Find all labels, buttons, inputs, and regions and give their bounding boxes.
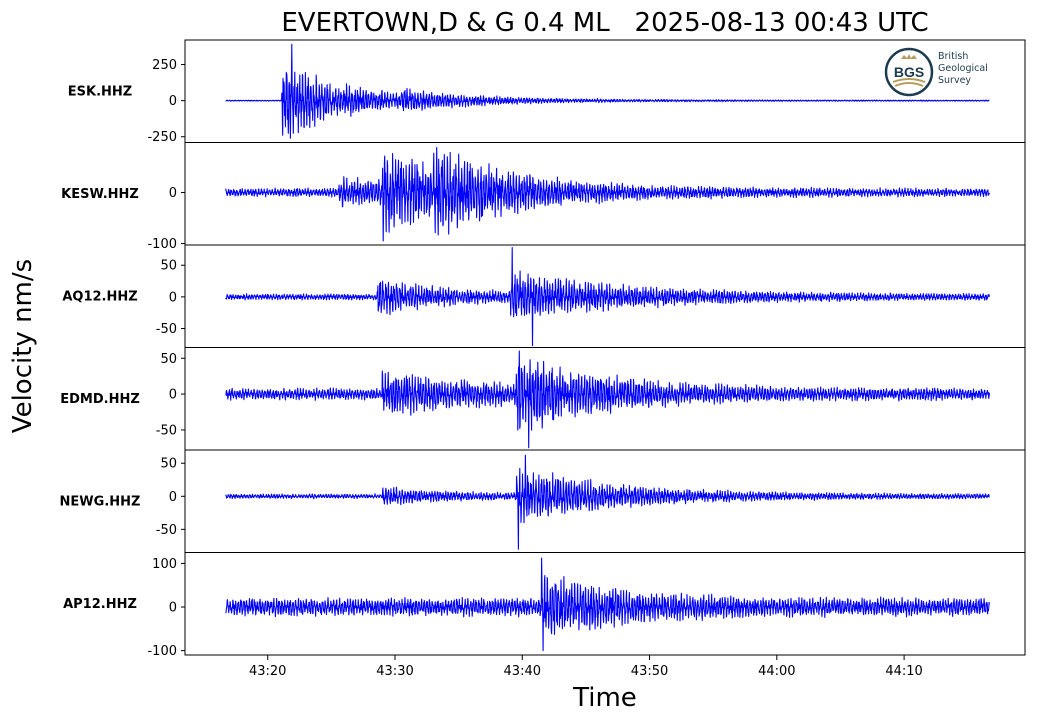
x-axis-label: Time [573,683,637,713]
chart-title: EVERTOWN,D & G 0.4 ML 2025-08-13 00:43 U… [281,8,929,38]
x-tick-label: 43:20 [249,664,286,679]
y-tick-label: 0 [169,601,177,616]
y-tick-label: -250 [147,130,177,145]
station-label: ESK.HHZ [68,84,132,99]
trace-ESK.HHZ [225,43,990,139]
logo-text-line3: Survey [938,75,972,86]
logo-initials: BGS [894,64,924,80]
x-tick-label: 43:40 [504,664,541,679]
bgs-crest-icon: BGS [884,47,934,97]
y-tick-label: 0 [169,94,177,109]
y-tick-label: -50 [156,523,177,538]
trace-AP12.HHZ [225,557,990,652]
panel-frame-4 [184,449,1026,553]
y-tick-label: 100 [152,557,177,572]
trace-NEWG.HHZ [225,454,990,550]
y-tick-label: 50 [160,457,177,472]
x-tick-label: 44:10 [885,664,922,679]
y-tick-label: 0 [169,290,177,305]
station-label: AQ12.HHZ [62,289,137,304]
x-tick-label: 43:30 [376,664,413,679]
y-tick-label: 50 [160,259,177,274]
y-tick-label: -50 [156,423,177,438]
station-label: AP12.HHZ [63,597,137,612]
y-tick-label: 0 [169,490,177,505]
station-label: EDMD.HHZ [60,392,140,407]
y-tick-label: -100 [147,644,177,659]
x-tick-label: 44:00 [758,664,795,679]
panel-frame-5 [184,552,1026,656]
trace-AQ12.HHZ [225,246,990,347]
y-tick-label: 250 [152,58,177,73]
trace-KESW.HHZ [225,147,990,242]
y-tick-label: 50 [160,352,177,367]
trace-EDMD.HHZ [225,350,990,449]
y-tick-label: 0 [169,186,177,201]
logo-text-line2: Geological [938,63,988,74]
bgs-logo: BGS British Geological Survey [882,45,1007,99]
y-tick-label: -50 [156,322,177,337]
x-tick-label: 43:50 [631,664,668,679]
station-label: KESW.HHZ [61,187,139,202]
station-label: NEWG.HHZ [60,494,141,509]
logo-text-line1: British [938,51,969,62]
y-tick-label: 0 [169,388,177,403]
y-tick-label: -100 [147,237,177,252]
